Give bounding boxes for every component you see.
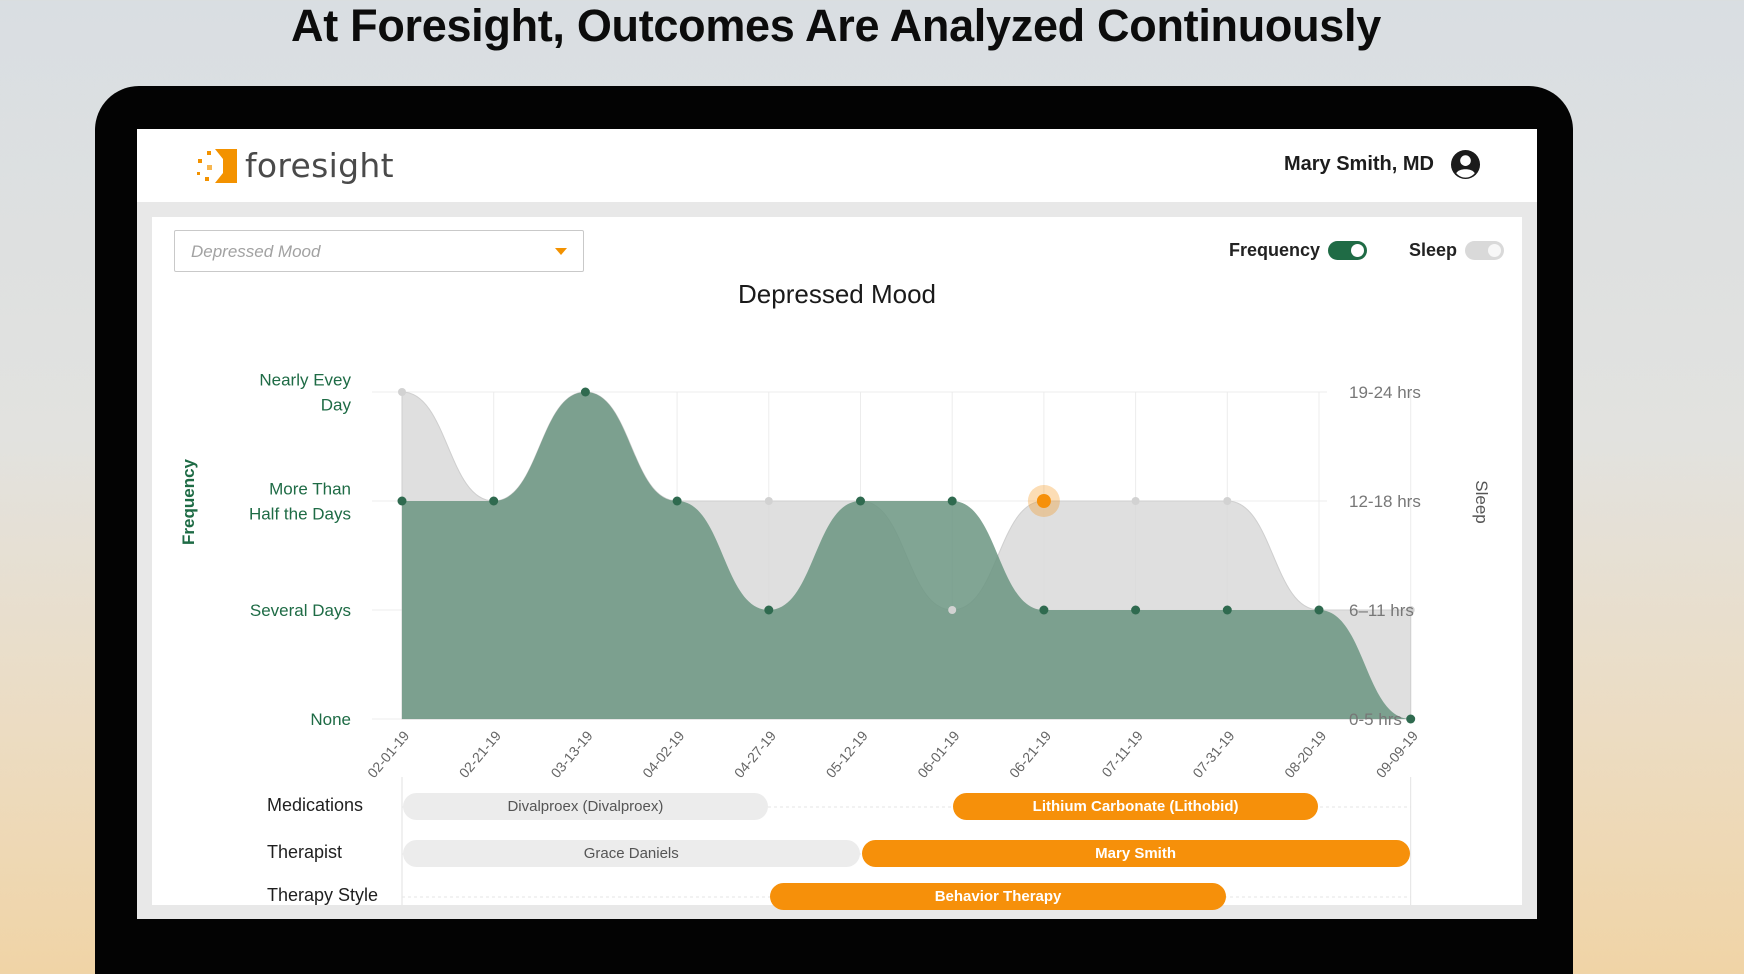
x-tick-label: 04-02-19	[639, 727, 687, 780]
highlight-point	[1036, 494, 1051, 508]
symptom-select-value: Depressed Mood	[191, 242, 321, 261]
frequency-toggle-label: Frequency	[1229, 240, 1321, 260]
x-tick-label: 02-01-19	[364, 727, 412, 780]
x-tick-label: 05-12-19	[823, 727, 871, 780]
y-tick-label: Several Days	[250, 601, 351, 620]
data-point-frequency	[1131, 605, 1141, 615]
foresight-logo-icon	[197, 149, 237, 183]
timeline-bar[interactable]: Mary Smith	[861, 840, 1410, 867]
data-point-sleep	[764, 497, 773, 505]
data-point-frequency	[1314, 605, 1324, 615]
data-point-frequency	[580, 387, 590, 397]
timeline-row-label: Medications	[267, 795, 364, 815]
x-tick-label: 07-11-19	[1098, 727, 1146, 780]
data-point-sleep	[1131, 497, 1140, 505]
x-tick-label: 08-20-19	[1281, 727, 1329, 780]
user-menu[interactable]: Mary Smith, MD	[1284, 149, 1481, 180]
y2-tick-label: 6–11 hrs	[1349, 601, 1414, 620]
symptom-select[interactable]: Depressed Mood	[174, 230, 584, 272]
user-name: Mary Smith, MD	[1283, 153, 1434, 175]
toggle-knob	[1351, 244, 1365, 257]
brand-name: foresight	[245, 146, 394, 185]
y-tick-label: None	[310, 710, 351, 729]
y2-axis-label: Sleep	[1472, 480, 1491, 523]
data-point-frequency	[489, 496, 499, 506]
data-point-frequency	[1222, 605, 1232, 615]
app-header: foresight Mary Smith, MD	[137, 129, 1537, 202]
y2-tick-label: 12-18 hrs	[1349, 492, 1421, 511]
data-point-frequency	[947, 496, 957, 506]
mood-chart: Depressed Mood None Several Days More Than H…	[179, 279, 1491, 905]
sleep-toggle[interactable]	[1465, 241, 1505, 260]
timeline-bar[interactable]: Lithium Carbonate (Lithobid)	[953, 793, 1318, 820]
timeline-row-label: Therapist	[267, 842, 343, 862]
user-avatar-icon[interactable]	[1450, 149, 1481, 180]
timeline-bar[interactable]: Grace Daniels	[403, 840, 860, 867]
data-point-frequency	[764, 605, 774, 615]
y-tick-label: Half the Days	[249, 505, 351, 524]
frequency-toggle-group: Frequency	[1229, 240, 1368, 261]
y-tick-label: More Than	[269, 480, 351, 499]
x-tick-label: 09-09-19	[1373, 727, 1421, 780]
data-point-frequency	[856, 496, 865, 506]
data-point-frequency	[397, 496, 407, 506]
x-tick-label: 02-21-19	[456, 727, 504, 780]
data-point-sleep	[1406, 606, 1415, 614]
app-screen: foresight Mary Smith, MD Depressed Mood …	[137, 129, 1537, 919]
x-tick-label: 07-31-19	[1189, 727, 1237, 780]
data-point-sleep	[398, 388, 406, 396]
timeline-bar[interactable]: Behavior Therapy	[769, 883, 1227, 910]
timeline-bar[interactable]: Divalproex (Divalproex)	[403, 793, 768, 820]
frequency-toggle[interactable]	[1328, 241, 1368, 260]
y-tick-label: Nearly Evey	[259, 371, 351, 390]
y-axis-label: Frequency	[179, 458, 198, 545]
chevron-down-icon	[555, 248, 567, 255]
data-point-sleep	[948, 606, 957, 614]
y2-tick-label: 19-24 hrs	[1349, 383, 1421, 402]
data-point-frequency	[1039, 605, 1049, 615]
chart-title: Depressed Mood	[738, 279, 936, 309]
sleep-toggle-group: Sleep	[1409, 240, 1505, 261]
x-tick-label: 06-21-19	[1006, 727, 1054, 780]
y-tick-label: Day	[321, 396, 352, 415]
sleep-toggle-label: Sleep	[1409, 240, 1458, 260]
chart-panel: Depressed Mood Frequency Sleep Depressed…	[152, 217, 1522, 910]
data-point-sleep	[1223, 497, 1232, 505]
x-tick-label: 04-27-19	[731, 727, 779, 780]
series-area-frequency	[402, 392, 1411, 719]
y2-tick-label: 0-5 hrs	[1349, 710, 1402, 729]
data-point-frequency	[672, 496, 682, 506]
toggle-knob	[1488, 244, 1502, 257]
brand-logo[interactable]: foresight	[193, 145, 394, 187]
x-tick-label: 03-13-19	[547, 727, 595, 780]
x-tick-label: 06-01-19	[914, 727, 962, 780]
timeline-row-label: Therapy Style	[267, 885, 379, 905]
page-headline: At Foresight, Outcomes Are Analyzed Cont…	[291, 0, 1381, 51]
data-point-frequency	[1406, 714, 1416, 724]
